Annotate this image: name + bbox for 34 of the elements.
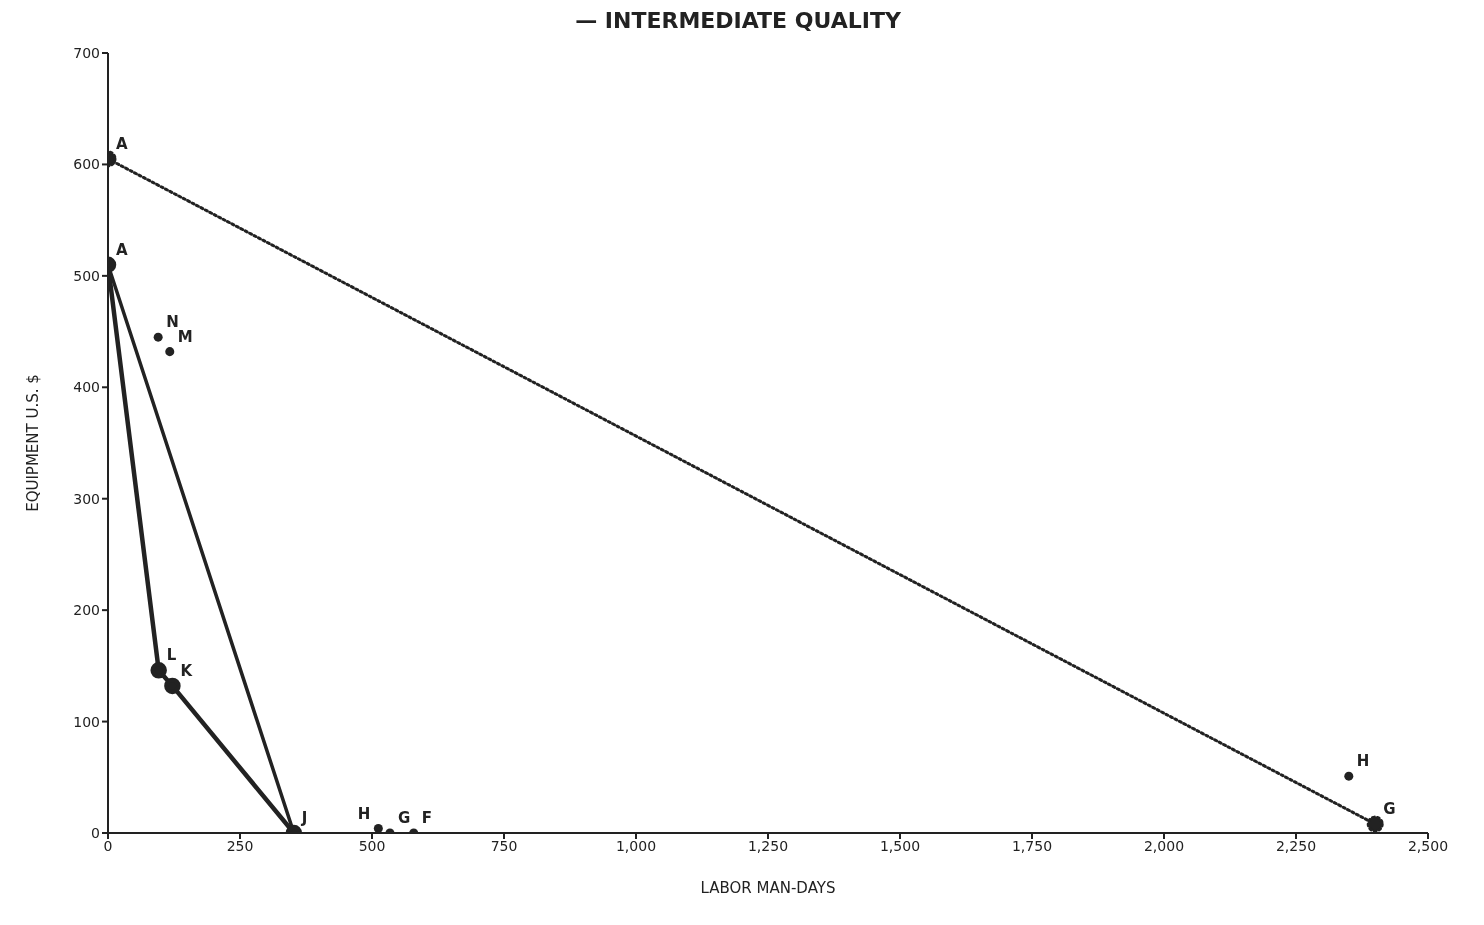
annotation: L — [166, 646, 177, 665]
y-tick-label: 700 — [73, 44, 100, 61]
y-tick-label: 100 — [73, 713, 100, 730]
annotation: N — [166, 313, 179, 332]
y-tick-label: 200 — [73, 602, 100, 619]
y-tick-label: 500 — [73, 267, 100, 284]
x-tick-label: 1,750 — [1011, 837, 1053, 854]
annotation: J — [300, 809, 308, 827]
annotation: A — [116, 134, 128, 153]
y-tick-label: 400 — [73, 379, 100, 396]
x-tick-label: 2,000 — [1143, 837, 1185, 854]
y-tick-label: 0 — [91, 824, 100, 841]
y-axis-title: EQUIPMENT U.S. $ — [24, 374, 43, 512]
annotation: G — [397, 809, 411, 827]
x-tick-label: 500 — [358, 837, 386, 854]
x-tick-label: 0 — [103, 837, 113, 854]
x-tick-label: 1,250 — [747, 837, 789, 854]
annotation: M — [177, 327, 193, 346]
annotation: A — [116, 240, 128, 259]
x-tick-label: 2,250 — [1275, 837, 1317, 854]
annotation: K — [180, 661, 194, 680]
annotation: G — [1383, 800, 1396, 819]
x-tick-label: 1,000 — [615, 837, 657, 854]
y-tick-label: 300 — [73, 490, 100, 507]
x-tick-label: 2,500 — [1407, 837, 1449, 854]
x-tick-label: 1,500 — [879, 837, 921, 854]
x-tick-label: 250 — [226, 837, 254, 854]
x-tick-label: 750 — [490, 837, 518, 854]
y-tick-label: 600 — [73, 156, 100, 173]
x-axis-title: LABOR MAN-DAYS — [700, 879, 836, 897]
annotation: H — [357, 804, 371, 823]
annotation: H — [1356, 752, 1370, 771]
annotation: F — [421, 809, 432, 827]
chart-title: — INTERMEDIATE QUALITY — [574, 8, 902, 33]
